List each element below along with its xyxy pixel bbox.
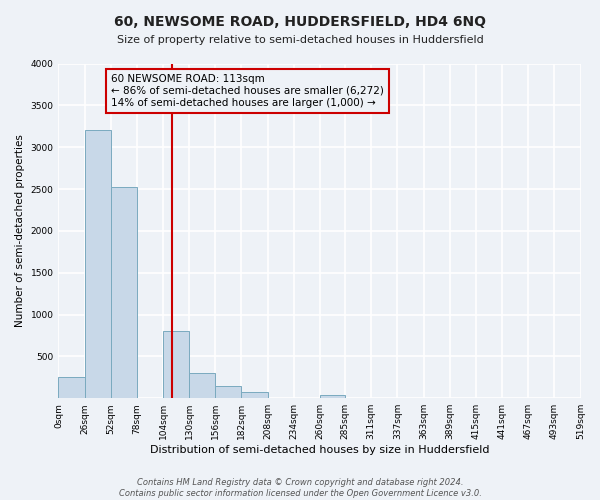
Bar <box>163 332 189 398</box>
Bar <box>85 130 111 398</box>
Text: Contains HM Land Registry data © Crown copyright and database right 2024.
Contai: Contains HM Land Registry data © Crown c… <box>119 478 481 498</box>
Text: 60, NEWSOME ROAD, HUDDERSFIELD, HD4 6NQ: 60, NEWSOME ROAD, HUDDERSFIELD, HD4 6NQ <box>114 15 486 29</box>
Bar <box>189 373 215 398</box>
Y-axis label: Number of semi-detached properties: Number of semi-detached properties <box>15 134 25 328</box>
Bar <box>215 386 241 398</box>
Bar <box>320 395 345 398</box>
Bar <box>111 187 137 398</box>
X-axis label: Distribution of semi-detached houses by size in Huddersfield: Distribution of semi-detached houses by … <box>150 445 489 455</box>
Bar <box>58 378 85 398</box>
Text: 60 NEWSOME ROAD: 113sqm
← 86% of semi-detached houses are smaller (6,272)
14% of: 60 NEWSOME ROAD: 113sqm ← 86% of semi-de… <box>111 74 383 108</box>
Text: Size of property relative to semi-detached houses in Huddersfield: Size of property relative to semi-detach… <box>116 35 484 45</box>
Bar <box>241 392 268 398</box>
